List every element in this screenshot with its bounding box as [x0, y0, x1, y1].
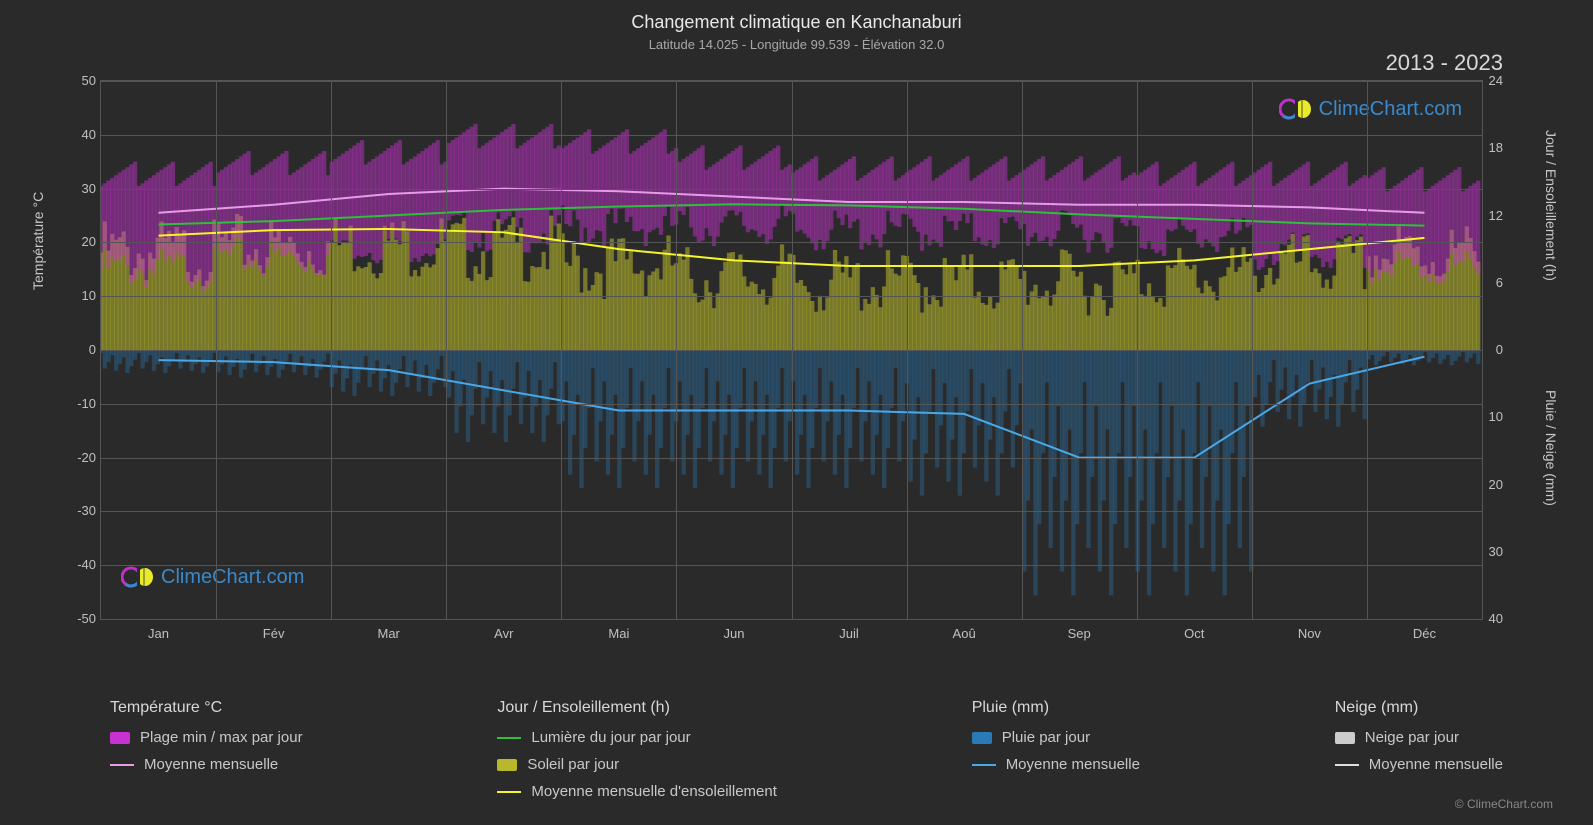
xtick-month: Avr: [484, 626, 524, 641]
chart-title: Changement climatique en Kanchanaburi: [30, 12, 1563, 33]
ytick-left: 30: [74, 181, 96, 196]
copyright: © ClimeChart.com: [1455, 797, 1553, 811]
ytick-right: 6: [1496, 275, 1503, 290]
ytick-right: 0: [1496, 342, 1503, 357]
y-axis-left-label: Température °C: [30, 192, 46, 290]
watermark-bottom: ClimeChart.com: [121, 565, 304, 589]
legend-item: Moyenne mensuelle: [972, 756, 1140, 773]
legend-label: Plage min / max par jour: [140, 729, 303, 746]
ytick-left: -40: [74, 557, 96, 572]
legend-item: Plage min / max par jour: [110, 729, 303, 746]
y-axis-right-bot-label: Pluie / Neige (mm): [1543, 390, 1559, 506]
watermark-top: ClimeChart.com: [1279, 97, 1462, 121]
xtick-month: Sep: [1059, 626, 1099, 641]
swatch: [110, 764, 134, 766]
legend-head: Neige (mm): [1335, 699, 1503, 717]
xtick-month: Mai: [599, 626, 639, 641]
ytick-left: 0: [74, 342, 96, 357]
ytick-left: -50: [74, 611, 96, 626]
ytick-left: -10: [74, 396, 96, 411]
xtick-month: Jan: [139, 626, 179, 641]
plot-area: ClimeChart.com ClimeChart.com JanFévMarA…: [100, 80, 1483, 620]
legend-label: Moyenne mensuelle d'ensoleillement: [531, 783, 777, 800]
xtick-month: Juil: [829, 626, 869, 641]
watermark-text: ClimeChart.com: [161, 566, 304, 589]
xtick-month: Mar: [369, 626, 409, 641]
xtick-month: Jun: [714, 626, 754, 641]
chart-subtitle: Latitude 14.025 - Longitude 99.539 - Élé…: [30, 37, 1563, 52]
xtick-month: Fév: [254, 626, 294, 641]
legend-item: Moyenne mensuelle: [110, 756, 303, 773]
ytick-left: 50: [74, 73, 96, 88]
legend-label: Neige par jour: [1365, 729, 1459, 746]
legend-label: Moyenne mensuelle: [1006, 756, 1140, 773]
legend-item: Pluie par jour: [972, 729, 1140, 746]
legend-item: Moyenne mensuelle: [1335, 756, 1503, 773]
swatch: [497, 791, 521, 793]
legend-col-snow: Neige (mm) Neige par jour Moyenne mensue…: [1335, 699, 1503, 800]
swatch: [1335, 732, 1355, 744]
swatch: [972, 732, 992, 744]
ytick-right: 20: [1489, 477, 1503, 492]
legend-head: Température °C: [110, 699, 303, 717]
years-range: 2013 - 2023: [1386, 50, 1503, 76]
legend-label: Moyenne mensuelle: [1369, 756, 1503, 773]
ytick-right: 24: [1489, 73, 1503, 88]
ytick-right: 18: [1489, 140, 1503, 155]
xtick-month: Oct: [1174, 626, 1214, 641]
ytick-right: 10: [1489, 409, 1503, 424]
legend-item: Moyenne mensuelle d'ensoleillement: [497, 783, 777, 800]
legend-label: Lumière du jour par jour: [531, 729, 690, 746]
xtick-month: Nov: [1289, 626, 1329, 641]
swatch: [497, 737, 521, 739]
ytick-left: -30: [74, 503, 96, 518]
legend-item: Soleil par jour: [497, 756, 777, 773]
legend: Température °C Plage min / max par jour …: [110, 699, 1503, 800]
swatch: [972, 764, 996, 766]
legend-head: Pluie (mm): [972, 699, 1140, 717]
y-axis-right-top-label: Jour / Ensoleillement (h): [1543, 130, 1559, 281]
legend-item: Lumière du jour par jour: [497, 729, 777, 746]
legend-col-temp: Température °C Plage min / max par jour …: [110, 699, 303, 800]
legend-label: Soleil par jour: [527, 756, 619, 773]
watermark-text: ClimeChart.com: [1319, 98, 1462, 121]
xtick-month: Déc: [1404, 626, 1444, 641]
logo-icon: [1279, 97, 1313, 121]
ytick-left: 20: [74, 234, 96, 249]
ytick-left: -20: [74, 450, 96, 465]
chart-container: Changement climatique en Kanchanaburi La…: [30, 10, 1563, 815]
legend-head: Jour / Ensoleillement (h): [497, 699, 777, 717]
ytick-right: 40: [1489, 611, 1503, 626]
legend-item: Neige par jour: [1335, 729, 1503, 746]
legend-col-rain: Pluie (mm) Pluie par jour Moyenne mensue…: [972, 699, 1140, 800]
legend-col-day: Jour / Ensoleillement (h) Lumière du jou…: [497, 699, 777, 800]
ytick-right: 30: [1489, 544, 1503, 559]
logo-icon: [121, 565, 155, 589]
swatch: [497, 759, 517, 771]
ytick-left: 10: [74, 288, 96, 303]
legend-label: Moyenne mensuelle: [144, 756, 278, 773]
ytick-left: 40: [74, 127, 96, 142]
swatch: [1335, 764, 1359, 766]
ytick-right: 12: [1489, 208, 1503, 223]
legend-label: Pluie par jour: [1002, 729, 1090, 746]
swatch: [110, 732, 130, 744]
xtick-month: Aoû: [944, 626, 984, 641]
